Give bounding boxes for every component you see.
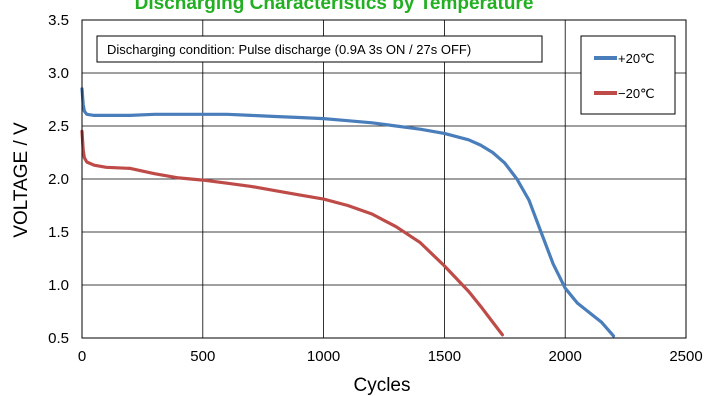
y-tick-labels: 0.5 1.0 1.5 2.0 2.5 3.0 3.5 <box>48 12 69 347</box>
x-tick-label: 1000 <box>307 348 340 365</box>
y-tick-label: 3.5 <box>48 12 69 29</box>
legend-label-warm: +20℃ <box>618 51 655 66</box>
y-tick-label: 2.5 <box>48 118 69 135</box>
y-tick-label: 2.0 <box>48 171 69 188</box>
x-tick-label: 1500 <box>428 348 461 365</box>
y-tick-label: 0.5 <box>48 330 69 347</box>
x-tick-label: 2000 <box>549 348 582 365</box>
plot-lines <box>80 87 616 338</box>
annotation-text: Discharging condition: Pulse discharge (… <box>107 42 471 57</box>
chart-title: Discharging Characteristics by Temperatu… <box>135 0 534 14</box>
x-tick-label: 2500 <box>669 348 702 365</box>
legend: +20℃ −20℃ <box>580 35 676 115</box>
plot-frame <box>81 19 687 339</box>
x-axis-title: Cycles <box>353 375 410 396</box>
legend-label-cold: −20℃ <box>618 86 655 101</box>
y-tick-label: 3.0 <box>48 65 69 82</box>
x-tick-label: 500 <box>190 348 215 365</box>
y-axis-title: VOLTAGE / V <box>11 122 32 238</box>
series-line-0 <box>80 87 616 338</box>
y-tick-label: 1.5 <box>48 224 69 241</box>
x-tick-labels: 0 500 1000 1500 2000 2500 <box>78 348 703 365</box>
series-line-1 <box>80 129 504 337</box>
y-tick-label: 1.0 <box>48 277 69 294</box>
annotation-box: Discharging condition: Pulse discharge (… <box>96 35 543 63</box>
x-tick-label: 0 <box>78 348 86 365</box>
